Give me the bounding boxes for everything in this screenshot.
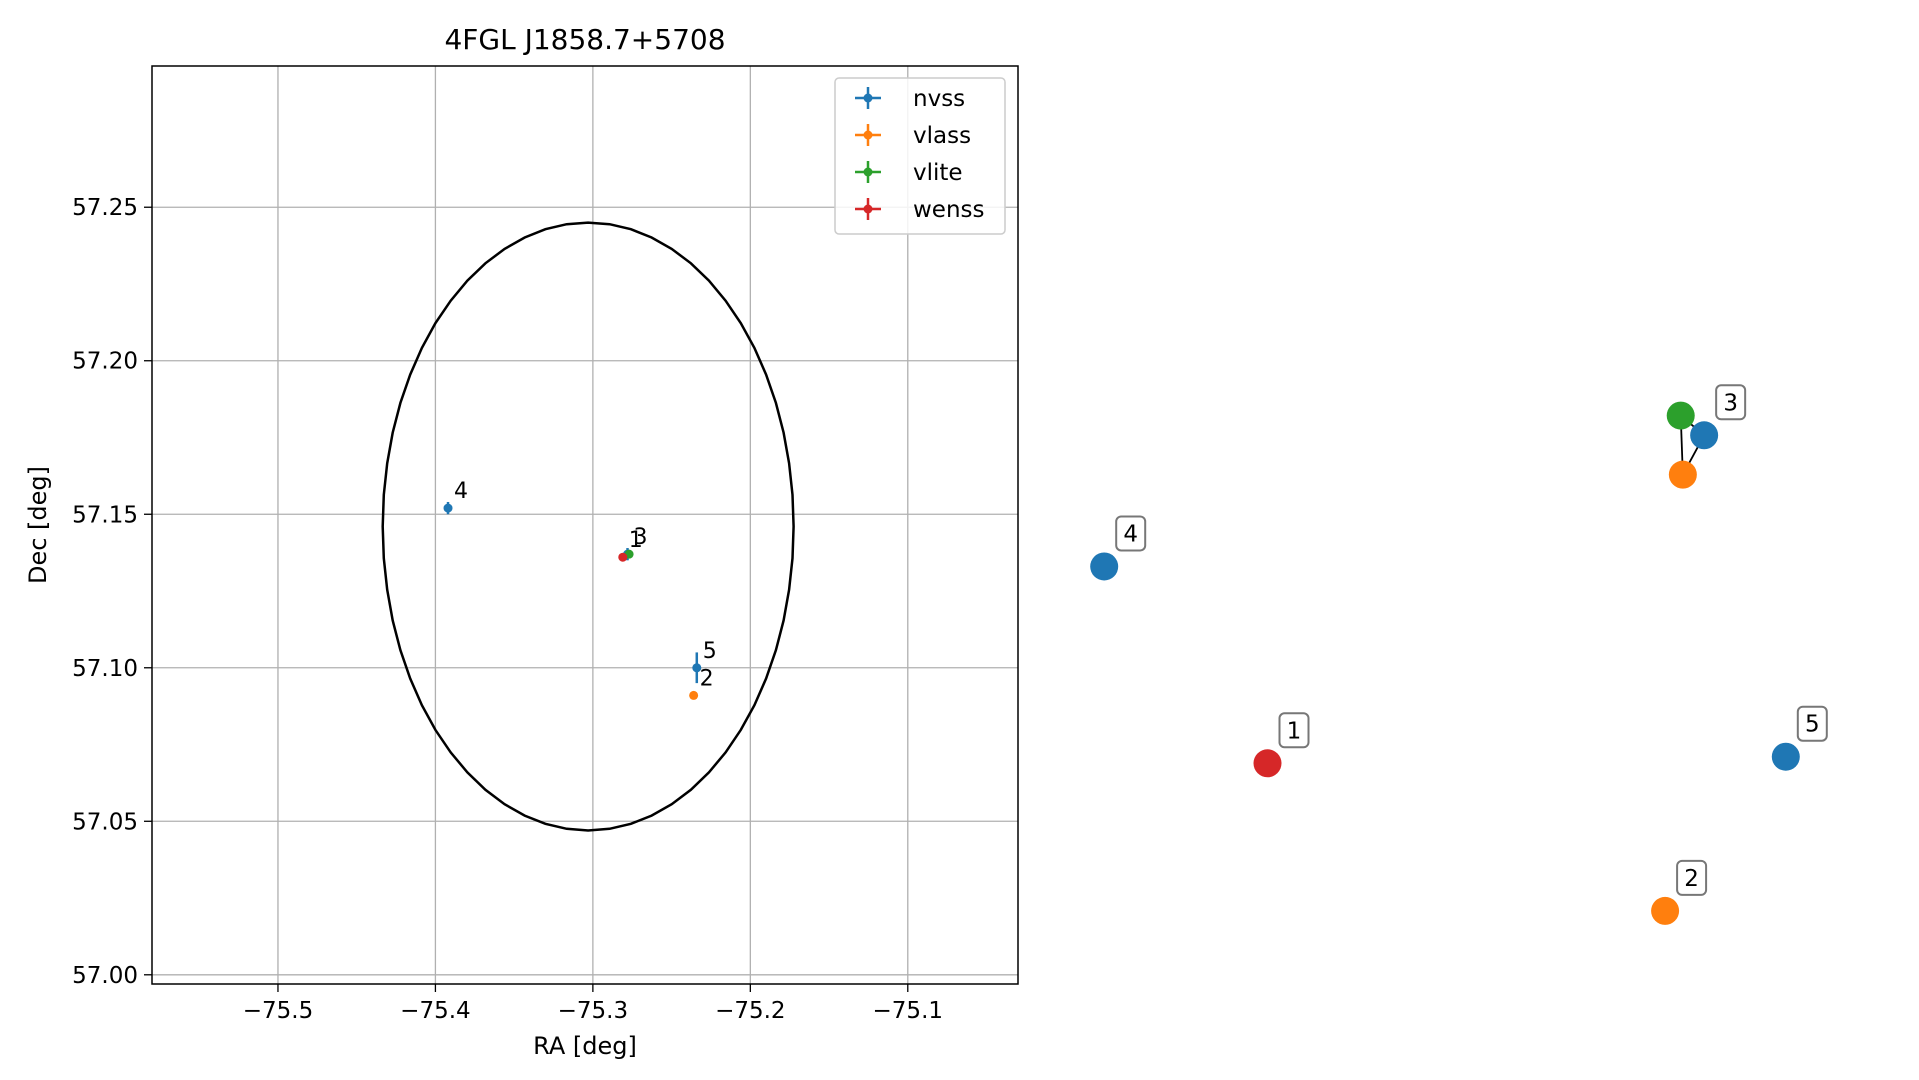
x-tick-label: −75.3 [558,998,628,1024]
y-tick-label: 57.25 [72,195,138,221]
axes-frame [151,65,1019,985]
network-node [1668,460,1697,489]
network-node [1666,401,1695,430]
node-label: 3 [1723,390,1738,416]
point-label: 4 [454,479,468,504]
point-label: 1 [629,528,643,553]
node-label-box [1278,712,1310,749]
node-label: 2 [1684,866,1699,892]
x-tick-label: −75.5 [243,998,313,1024]
grid [152,66,1018,984]
network-node [1771,742,1800,771]
y-tick-label: 57.05 [72,809,138,835]
x-tick-label: −75.2 [715,998,785,1024]
legend-marker-dot [863,204,873,214]
y-axis-label: Dec [deg] [24,466,52,584]
node-label-box [1676,859,1708,896]
legend-marker-dot [863,93,873,103]
node-label: 5 [1805,712,1820,738]
chart-title: 4FGL J1858.7+5708 [444,23,725,56]
x-tick-label: −75.4 [400,998,470,1024]
x-tick-label: −75.1 [873,998,943,1024]
uncertainty-ellipse [381,221,795,832]
data-point-wenss [618,552,628,562]
network-nodes: 3 4 1 5 2 [1090,384,1828,925]
y-tick-label: 57.10 [72,656,138,682]
point-label: 2 [700,666,714,691]
legend-marker-dot [863,130,873,140]
network-node [1651,896,1680,925]
data-point-nvss [692,663,702,673]
legend-box [834,77,1006,235]
node-label: 4 [1123,521,1138,547]
data-points: 4 3 52 1 [443,479,717,700]
node-label-box [1715,384,1747,421]
point-label: 5 [703,639,717,664]
node-label-box [1115,515,1147,552]
y-tick-label: 57.15 [72,502,138,528]
legend-label-vlass: vlass [913,123,971,149]
data-point-vlass [689,690,699,700]
point-label: 3 [634,525,648,550]
crossmatch-network: 3 4 1 5 2 [1090,384,1828,925]
y-tick-label: 57.00 [72,963,138,989]
node-label: 1 [1287,718,1302,744]
legend-label-wenss: wenss [913,197,985,223]
legend-label-vlite: vlite [913,160,963,186]
data-point-nvss [443,503,453,513]
legend-marker-dot [863,167,873,177]
y-tick-label: 57.20 [72,349,138,375]
axis-ticks: −75.5 −75.4 −75.3 −75.2 −75.1 57.00 57.05 57.10… [72,195,943,1024]
node-label-box [1796,705,1828,742]
legend: nvss vlass vlite wenss [834,77,1006,235]
network-node [1690,421,1719,450]
x-axis-label: RA [deg] [533,1032,637,1060]
legend-label-nvss: nvss [913,86,965,112]
network-node [1253,749,1282,778]
network-node [1090,552,1119,581]
